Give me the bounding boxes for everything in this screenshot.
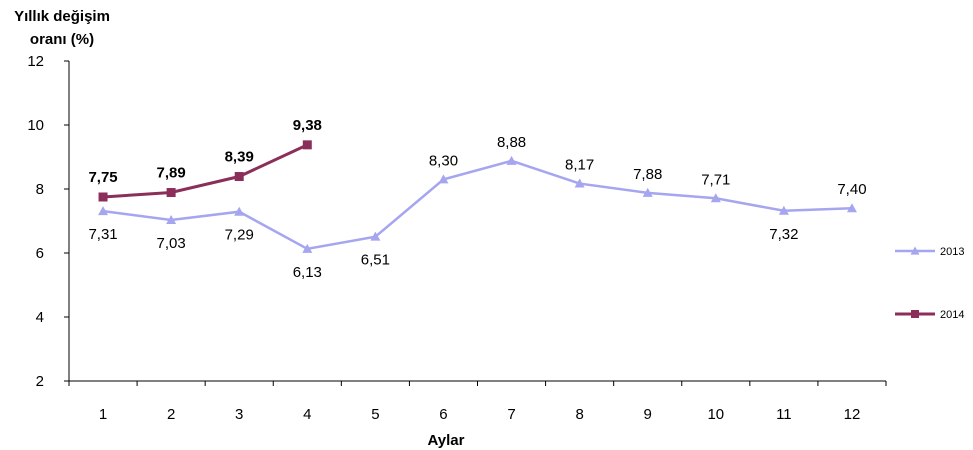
data-label: 7,32 — [769, 226, 798, 243]
series-2014: 7,75 7,89 8,39 9,38 — [88, 117, 322, 202]
y-tick-labels: 2 4 6 8 10 12 — [27, 53, 44, 390]
y-tick-label: 2 — [36, 373, 44, 390]
series-line-2014 — [102, 143, 308, 199]
data-label: 7,03 — [157, 235, 186, 252]
data-label: 7,40 — [837, 181, 866, 198]
data-label: 7,29 — [225, 227, 254, 244]
x-tick-label: 3 — [235, 406, 243, 423]
data-label: 6,13 — [293, 264, 322, 281]
legend: 2013 2014 — [895, 246, 964, 321]
series-2013: 7,31 7,03 7,29 6,13 6,51 8,30 8,88 8,17 7,88 7,71… — [88, 134, 866, 281]
data-point — [98, 206, 109, 216]
data-label: 7,31 — [88, 226, 117, 243]
x-tick-label: 11 — [776, 406, 792, 423]
x-tick-label: 7 — [507, 406, 515, 423]
data-point — [234, 172, 244, 182]
x-tick-label: 10 — [707, 406, 724, 423]
legend-item-2013: 2013 — [895, 246, 964, 258]
legend-marker — [910, 246, 920, 255]
data-label: 7,88 — [633, 166, 662, 183]
x-tick-labels: 1 2 3 4 5 6 7 8 9 10 11 12 — [99, 406, 860, 423]
data-point — [234, 206, 245, 216]
data-point — [574, 178, 585, 188]
y-tick-label: 8 — [36, 181, 44, 198]
data-label: 7,75 — [88, 169, 117, 186]
x-tick-label: 8 — [575, 406, 583, 423]
legend-label: 2014 — [940, 309, 964, 321]
data-point — [166, 188, 176, 198]
data-label: 7,71 — [701, 171, 730, 188]
data-label: 8,39 — [225, 149, 254, 166]
x-tick-label: 6 — [439, 406, 447, 423]
series-group: 7,31 7,03 7,29 6,13 6,51 8,30 8,88 8,17 7,88 7,71… — [88, 117, 866, 281]
data-label: 8,30 — [429, 152, 458, 169]
data-label: 7,89 — [157, 165, 186, 182]
data-point — [370, 231, 381, 241]
y-tick-label: 12 — [27, 53, 44, 70]
data-label: 6,51 — [361, 252, 390, 269]
data-point — [846, 203, 857, 213]
data-point — [166, 215, 177, 225]
x-tick-label: 2 — [167, 406, 175, 423]
legend-label: 2013 — [940, 246, 964, 258]
x-tick-label: 5 — [371, 406, 379, 423]
data-point — [302, 140, 312, 150]
x-axis-title: Aylar — [428, 432, 465, 449]
data-label: 9,38 — [293, 117, 322, 134]
data-point — [98, 192, 108, 202]
data-label: 8,17 — [565, 157, 594, 174]
x-tick-label: 1 — [99, 406, 107, 423]
data-point — [642, 187, 653, 197]
data-point — [302, 243, 313, 253]
data-point — [438, 174, 449, 184]
legend-item-2014: 2014 — [895, 309, 964, 321]
data-label: 8,88 — [497, 134, 526, 151]
x-tick-label: 12 — [844, 406, 861, 423]
data-point — [710, 193, 721, 203]
series-line-2013 — [102, 159, 853, 251]
data-point — [506, 155, 517, 165]
data-point — [778, 205, 789, 215]
y-tick-label: 6 — [36, 245, 44, 262]
y-axis-title-line2: oranı (%) — [30, 31, 94, 48]
legend-marker — [911, 310, 919, 318]
y-axis-title-line1: Yıllık değişim — [14, 8, 110, 25]
axes — [64, 60, 887, 386]
y-tick-label: 4 — [36, 309, 44, 326]
x-tick-label: 4 — [303, 406, 311, 423]
x-tick-label: 9 — [644, 406, 652, 423]
y-tick-label: 10 — [27, 117, 44, 134]
